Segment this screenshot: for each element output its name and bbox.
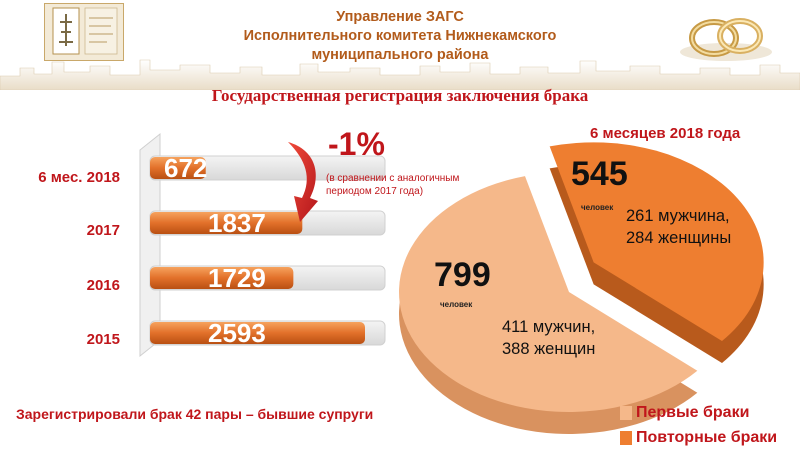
detail-men-repeat: 261 мужчина, (626, 207, 730, 225)
detail-women-repeat: 284 женщины (626, 229, 732, 247)
slide-subtitle: Государственная регистрация заключения б… (211, 86, 589, 105)
detail-women-first: 388 женщин (502, 340, 596, 358)
slice-unit-first: человек (440, 300, 473, 309)
legend-swatch-first (620, 406, 632, 420)
pie-title: 6 месяцев 2018 года (590, 125, 741, 142)
slice-unit-repeat: человек (581, 203, 614, 212)
category-label: 2017 (86, 222, 120, 239)
pie-slice-repeat (549, 142, 764, 342)
city-skyline-banner (0, 59, 800, 90)
pie-slice-first (399, 176, 698, 412)
detail-men-first: 411 мужчин, (502, 318, 596, 336)
bar (150, 267, 294, 289)
org-title-line-1: Управление ЗАГС (336, 9, 464, 25)
category-label: 2015 (86, 331, 120, 348)
footer-note: Зарегистрировали брак 42 пары – бывшие с… (16, 406, 374, 422)
bar (150, 212, 303, 234)
legend-swatch-repeat (620, 431, 632, 445)
emblem-logo (44, 3, 124, 61)
slice-value-repeat: 545 (571, 155, 628, 193)
bar-value-label: 1837 (208, 208, 266, 238)
bar-value-label: 1729 (208, 263, 266, 293)
legend-label-repeat: Повторные браки (636, 429, 778, 446)
slice-detail-first: 411 мужчин, 388 женщин (502, 316, 595, 360)
slice-value-first: 799 (434, 256, 491, 294)
bar (150, 157, 206, 179)
category-label: 2016 (86, 277, 120, 294)
org-title-line-2: Исполнительного комитета Нижнекамского (243, 28, 557, 44)
down-arrow-icon (288, 142, 318, 222)
legend-label-first: Первые браки (636, 404, 750, 421)
org-title-line-3: муниципального района (311, 47, 489, 63)
change-note: (в сравнении с аналогичным периодом 2017… (326, 173, 460, 197)
wedding-rings-image (680, 18, 772, 61)
bar (150, 322, 365, 344)
bar-value-label: 672 (164, 153, 207, 183)
slice-detail-repeat: 261 мужчина, 284 женщины (626, 205, 731, 249)
category-label: 6 мес. 2018 (38, 169, 120, 186)
bar-value-label: 2593 (208, 318, 266, 348)
change-percent: -1% (328, 126, 385, 162)
